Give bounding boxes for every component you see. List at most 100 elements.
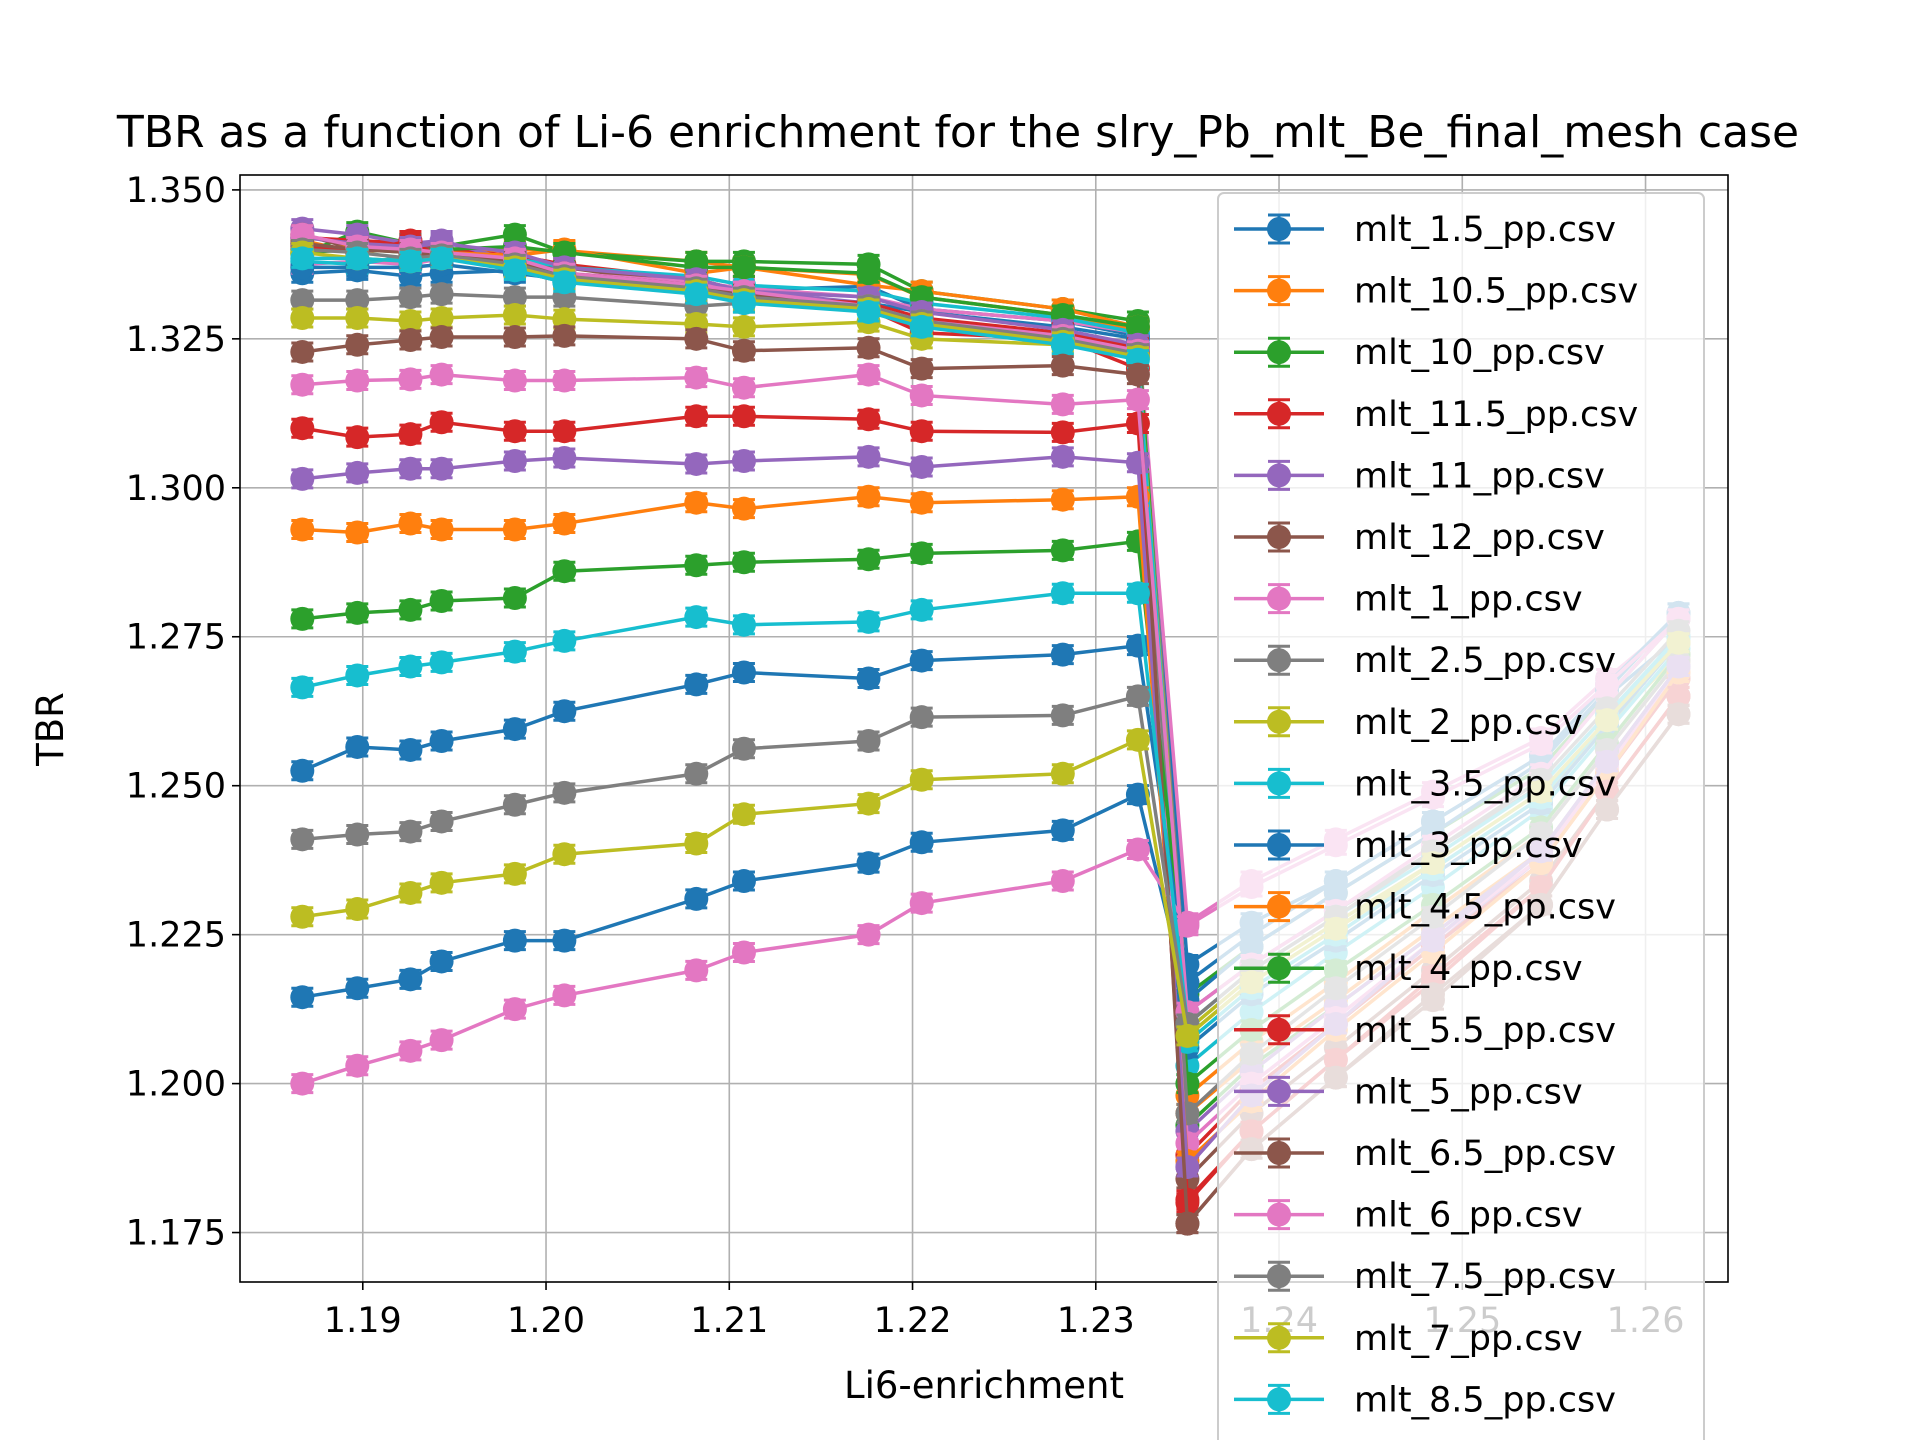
data-point — [1050, 332, 1075, 357]
data-point — [502, 586, 527, 611]
data-point — [856, 362, 881, 387]
data-point — [1125, 581, 1150, 606]
data-point — [429, 729, 454, 754]
data-point — [345, 305, 370, 330]
data-point — [1125, 362, 1150, 387]
data-point — [290, 305, 315, 330]
x-tick-label: 1.22 — [874, 1301, 952, 1341]
data-point — [1050, 487, 1075, 512]
y-tick-label: 1.300 — [126, 469, 226, 509]
legend-label: mlt_3.5_pp.csv — [1354, 764, 1616, 804]
legend-label: mlt_1.5_pp.csv — [1354, 210, 1616, 250]
legend-marker — [1267, 956, 1291, 981]
data-point — [856, 922, 881, 947]
x-tick-label: 1.23 — [1057, 1301, 1135, 1341]
data-point — [345, 1053, 370, 1078]
legend-label: mlt_3_pp.csv — [1354, 826, 1583, 866]
data-point — [429, 282, 454, 307]
data-point — [398, 308, 423, 333]
data-point — [290, 675, 315, 700]
legend-entry: mlt_7.5_pp.csv — [1234, 1257, 1616, 1297]
data-point — [731, 375, 756, 400]
legend-marker — [1267, 709, 1291, 734]
data-point — [290, 827, 315, 852]
data-point — [398, 967, 423, 992]
legend-entry: mlt_1.5_pp.csv — [1234, 210, 1616, 250]
data-point — [552, 780, 577, 805]
data-point — [731, 612, 756, 637]
legend-label: mlt_10_pp.csv — [1354, 333, 1605, 373]
legend-marker — [1267, 1141, 1291, 1165]
data-point — [731, 660, 756, 685]
data-point — [909, 891, 934, 916]
data-point — [1050, 420, 1075, 445]
data-point — [684, 282, 709, 307]
data-point — [856, 300, 881, 325]
legend-entry: mlt_3_pp.csv — [1234, 826, 1583, 866]
data-point — [398, 1038, 423, 1063]
data-point — [502, 517, 527, 542]
legend-entry: mlt_8.5_pp.csv — [1234, 1380, 1616, 1420]
data-point — [731, 496, 756, 521]
data-point — [398, 285, 423, 310]
data-point — [684, 490, 709, 515]
chart-title: TBR as a function of Li-6 enrichment for… — [116, 107, 1799, 158]
legend: mlt_1.5_pp.csv mlt_10.5_pp.csv mlt_10_pp.c… — [1217, 192, 1705, 1440]
data-point — [1125, 837, 1150, 862]
y-tick-label: 1.250 — [126, 767, 226, 807]
data-point — [290, 904, 315, 929]
data-point — [429, 325, 454, 350]
data-point — [684, 404, 709, 429]
data-point — [909, 490, 934, 515]
legend-marker — [1267, 648, 1291, 673]
data-point — [345, 425, 370, 450]
legend-marker — [1267, 1387, 1291, 1412]
data-point — [398, 737, 423, 762]
data-point — [856, 261, 881, 286]
data-point — [429, 949, 454, 974]
data-point — [290, 758, 315, 783]
legend-label: mlt_6.5_pp.csv — [1354, 1134, 1616, 1174]
data-point — [345, 288, 370, 313]
y-tick-label: 1.175 — [126, 1214, 226, 1254]
data-point — [552, 446, 577, 471]
legend-label: mlt_2_pp.csv — [1354, 703, 1583, 743]
legend-entry: mlt_6_pp.csv — [1234, 1196, 1583, 1236]
legend-marker — [1267, 771, 1291, 796]
data-point — [1050, 538, 1075, 563]
data-point — [290, 1071, 315, 1096]
legend-marker — [1267, 463, 1291, 488]
data-point — [684, 451, 709, 476]
legend-box — [1217, 192, 1705, 1440]
legend-label: mlt_7.5_pp.csv — [1354, 1257, 1616, 1297]
y-axis-title: TBR — [29, 692, 72, 767]
data-point — [1050, 392, 1075, 417]
y-tick-label: 1.350 — [126, 171, 226, 211]
data-point — [1175, 1211, 1200, 1236]
legend-entry: mlt_6.5_pp.csv — [1234, 1134, 1616, 1174]
legend-marker — [1267, 586, 1291, 611]
data-point — [1175, 1023, 1200, 1048]
data-point — [345, 663, 370, 688]
data-point — [290, 606, 315, 631]
data-point — [731, 338, 756, 363]
data-point — [502, 861, 527, 886]
data-point — [398, 456, 423, 481]
legend-entry: mlt_4_pp.csv — [1234, 949, 1583, 989]
legend-label: mlt_11.5_pp.csv — [1354, 395, 1638, 435]
data-point — [502, 285, 527, 310]
legend-marker — [1267, 894, 1291, 919]
data-point — [429, 650, 454, 675]
legend-entry: mlt_4.5_pp.csv — [1234, 888, 1616, 928]
data-point — [856, 444, 881, 469]
data-point — [1125, 782, 1150, 807]
legend-label: mlt_5.5_pp.csv — [1354, 1011, 1616, 1051]
data-point — [856, 791, 881, 816]
data-point — [909, 314, 934, 339]
data-point — [552, 419, 577, 444]
data-point — [684, 553, 709, 578]
legend-entry: mlt_5.5_pp.csv — [1234, 1011, 1616, 1051]
legend-marker — [1267, 340, 1291, 365]
data-point — [502, 639, 527, 664]
data-point — [909, 356, 934, 381]
